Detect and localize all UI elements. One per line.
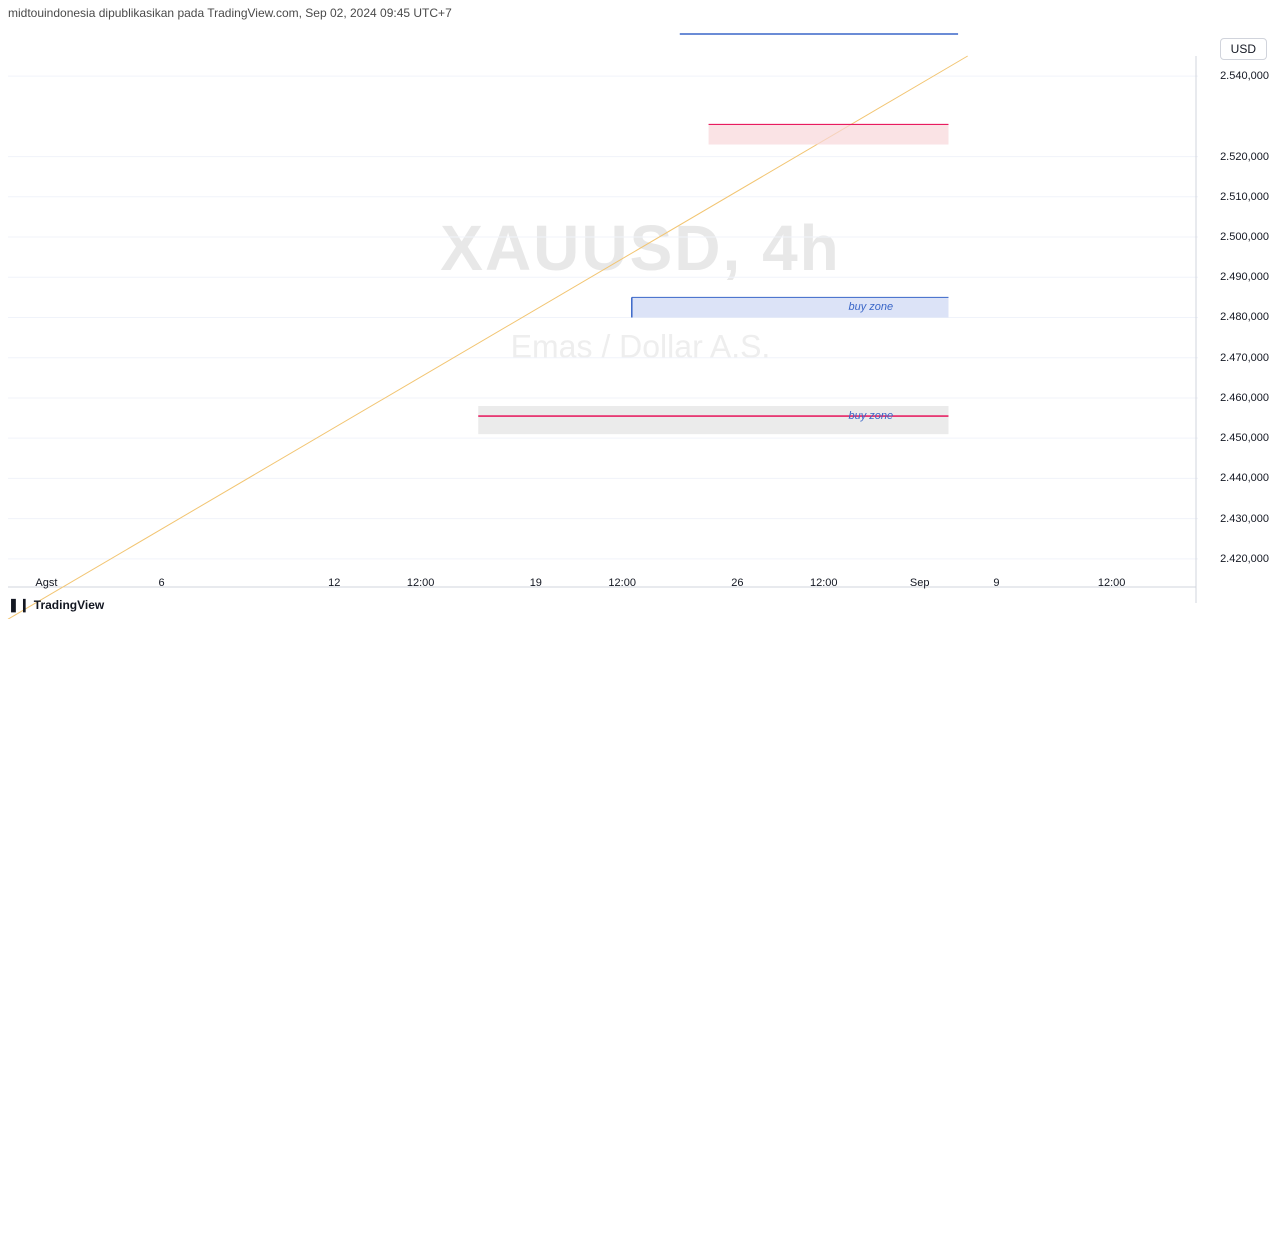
y-axis-tick: 2.470,000 [1220, 352, 1269, 364]
x-axis-tick: 26 [731, 577, 743, 589]
y-axis-tick: 2.490,000 [1220, 271, 1269, 283]
y-axis-tick: 2.430,000 [1220, 513, 1269, 525]
x-axis-tick: Agst [35, 577, 57, 589]
publish-header: midtouindonesia dipublikasikan pada Trad… [8, 6, 452, 20]
x-axis-tick: 12:00 [407, 577, 435, 589]
y-axis-tick: 2.440,000 [1220, 472, 1269, 484]
tradingview-logo: ❚❙ TradingView [8, 597, 104, 613]
x-axis-tick: 12:00 [1098, 577, 1126, 589]
y-axis-tick: 2.480,000 [1220, 311, 1269, 323]
y-axis-tick: 2.450,000 [1220, 432, 1269, 444]
tv-logo-icon: ❚❙ [8, 597, 30, 613]
y-axis-tick: 2.420,000 [1220, 553, 1269, 565]
x-axis-tick: 12 [328, 577, 340, 589]
x-axis-tick: 6 [158, 577, 164, 589]
x-axis-tick: 9 [993, 577, 999, 589]
y-axis-tick: 2.500,000 [1220, 231, 1269, 243]
x-axis-tick: 19 [530, 577, 542, 589]
y-axis-tick: 2.460,000 [1220, 392, 1269, 404]
x-axis-tick: Sep [910, 577, 930, 589]
zone-label: buy zone [848, 301, 899, 313]
zone-label: buy zone [848, 410, 899, 422]
price-chart[interactable] [0, 28, 1281, 619]
y-axis-tick: 2.510,000 [1220, 191, 1269, 203]
y-axis-tick: 2.540,000 [1220, 70, 1269, 82]
x-axis-tick: 12:00 [810, 577, 838, 589]
x-axis-tick: 12:00 [608, 577, 636, 589]
y-axis-tick: 2.520,000 [1220, 151, 1269, 163]
